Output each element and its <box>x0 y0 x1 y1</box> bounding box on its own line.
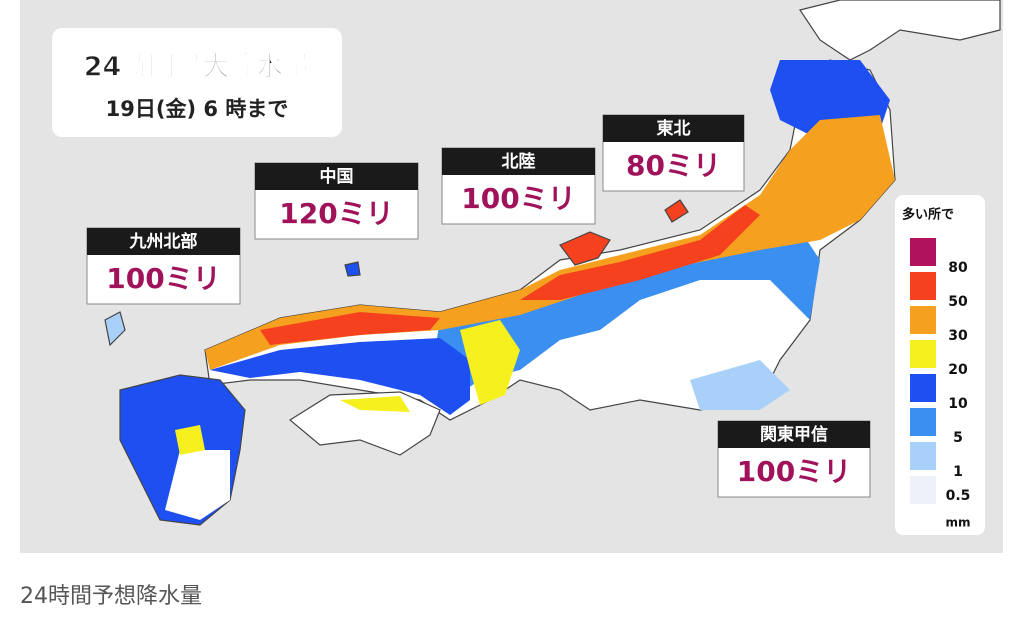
legend-swatch <box>910 476 936 504</box>
map-title: 24時間最大降水量 <box>84 52 311 83</box>
legend-swatch <box>910 238 936 266</box>
rain-area <box>340 396 410 412</box>
legend-swatch <box>910 340 936 368</box>
legend-label: 5 <box>953 430 963 446</box>
legend: 80 50 30 20 10 5 1 0.5 <box>910 238 970 504</box>
region-amount: 100ミリ <box>461 182 575 215</box>
region-header <box>718 421 870 448</box>
legend-label: 30 <box>948 328 968 344</box>
caption: 24時間予想降水量 <box>20 584 202 609</box>
region-amount: 100ミリ <box>737 455 851 488</box>
land <box>664 199 689 223</box>
land <box>559 231 611 266</box>
region-amount: 80ミリ <box>626 149 721 182</box>
region-header <box>442 148 595 175</box>
rain-area <box>165 450 230 520</box>
legend-label: 0.5 <box>946 488 971 504</box>
legend-title: 多い所で <box>902 207 954 223</box>
region-name: 東北 <box>657 118 691 139</box>
legend-swatch <box>910 306 936 334</box>
legend-label: 1 <box>953 464 963 480</box>
land <box>799 0 1001 61</box>
region-amount: 100ミリ <box>106 262 220 295</box>
title-box <box>52 28 342 137</box>
region-header <box>603 115 744 142</box>
region-amount: 120ミリ <box>279 197 393 230</box>
region-header <box>87 228 240 255</box>
legend-label: 50 <box>948 294 968 310</box>
legend-label: 80 <box>948 260 968 276</box>
legend-box <box>895 195 985 535</box>
map-subtitle: 19日(金) 6 時まで <box>106 97 289 121</box>
land <box>344 261 361 277</box>
legend-swatch <box>910 442 936 470</box>
region-name: 北陸 <box>502 151 536 172</box>
japan-map <box>104 0 1001 526</box>
region-header <box>255 163 418 190</box>
legend-label: 10 <box>948 396 968 412</box>
region-name: 中国 <box>320 166 354 187</box>
rain-area <box>210 338 470 415</box>
legend-label: 20 <box>948 362 968 378</box>
legend-unit: mm <box>945 516 970 530</box>
rain-area <box>460 320 520 405</box>
region-name: 九州北部 <box>129 231 198 252</box>
legend-swatch <box>910 374 936 402</box>
rain-area <box>690 360 790 410</box>
rain-area <box>260 312 440 345</box>
legend-swatch <box>910 272 936 300</box>
region-name: 関東甲信 <box>760 424 828 445</box>
land <box>104 311 126 347</box>
legend-swatch <box>910 408 936 436</box>
rain-area <box>520 205 760 300</box>
rain-area <box>430 230 820 400</box>
rain-area <box>175 425 205 455</box>
